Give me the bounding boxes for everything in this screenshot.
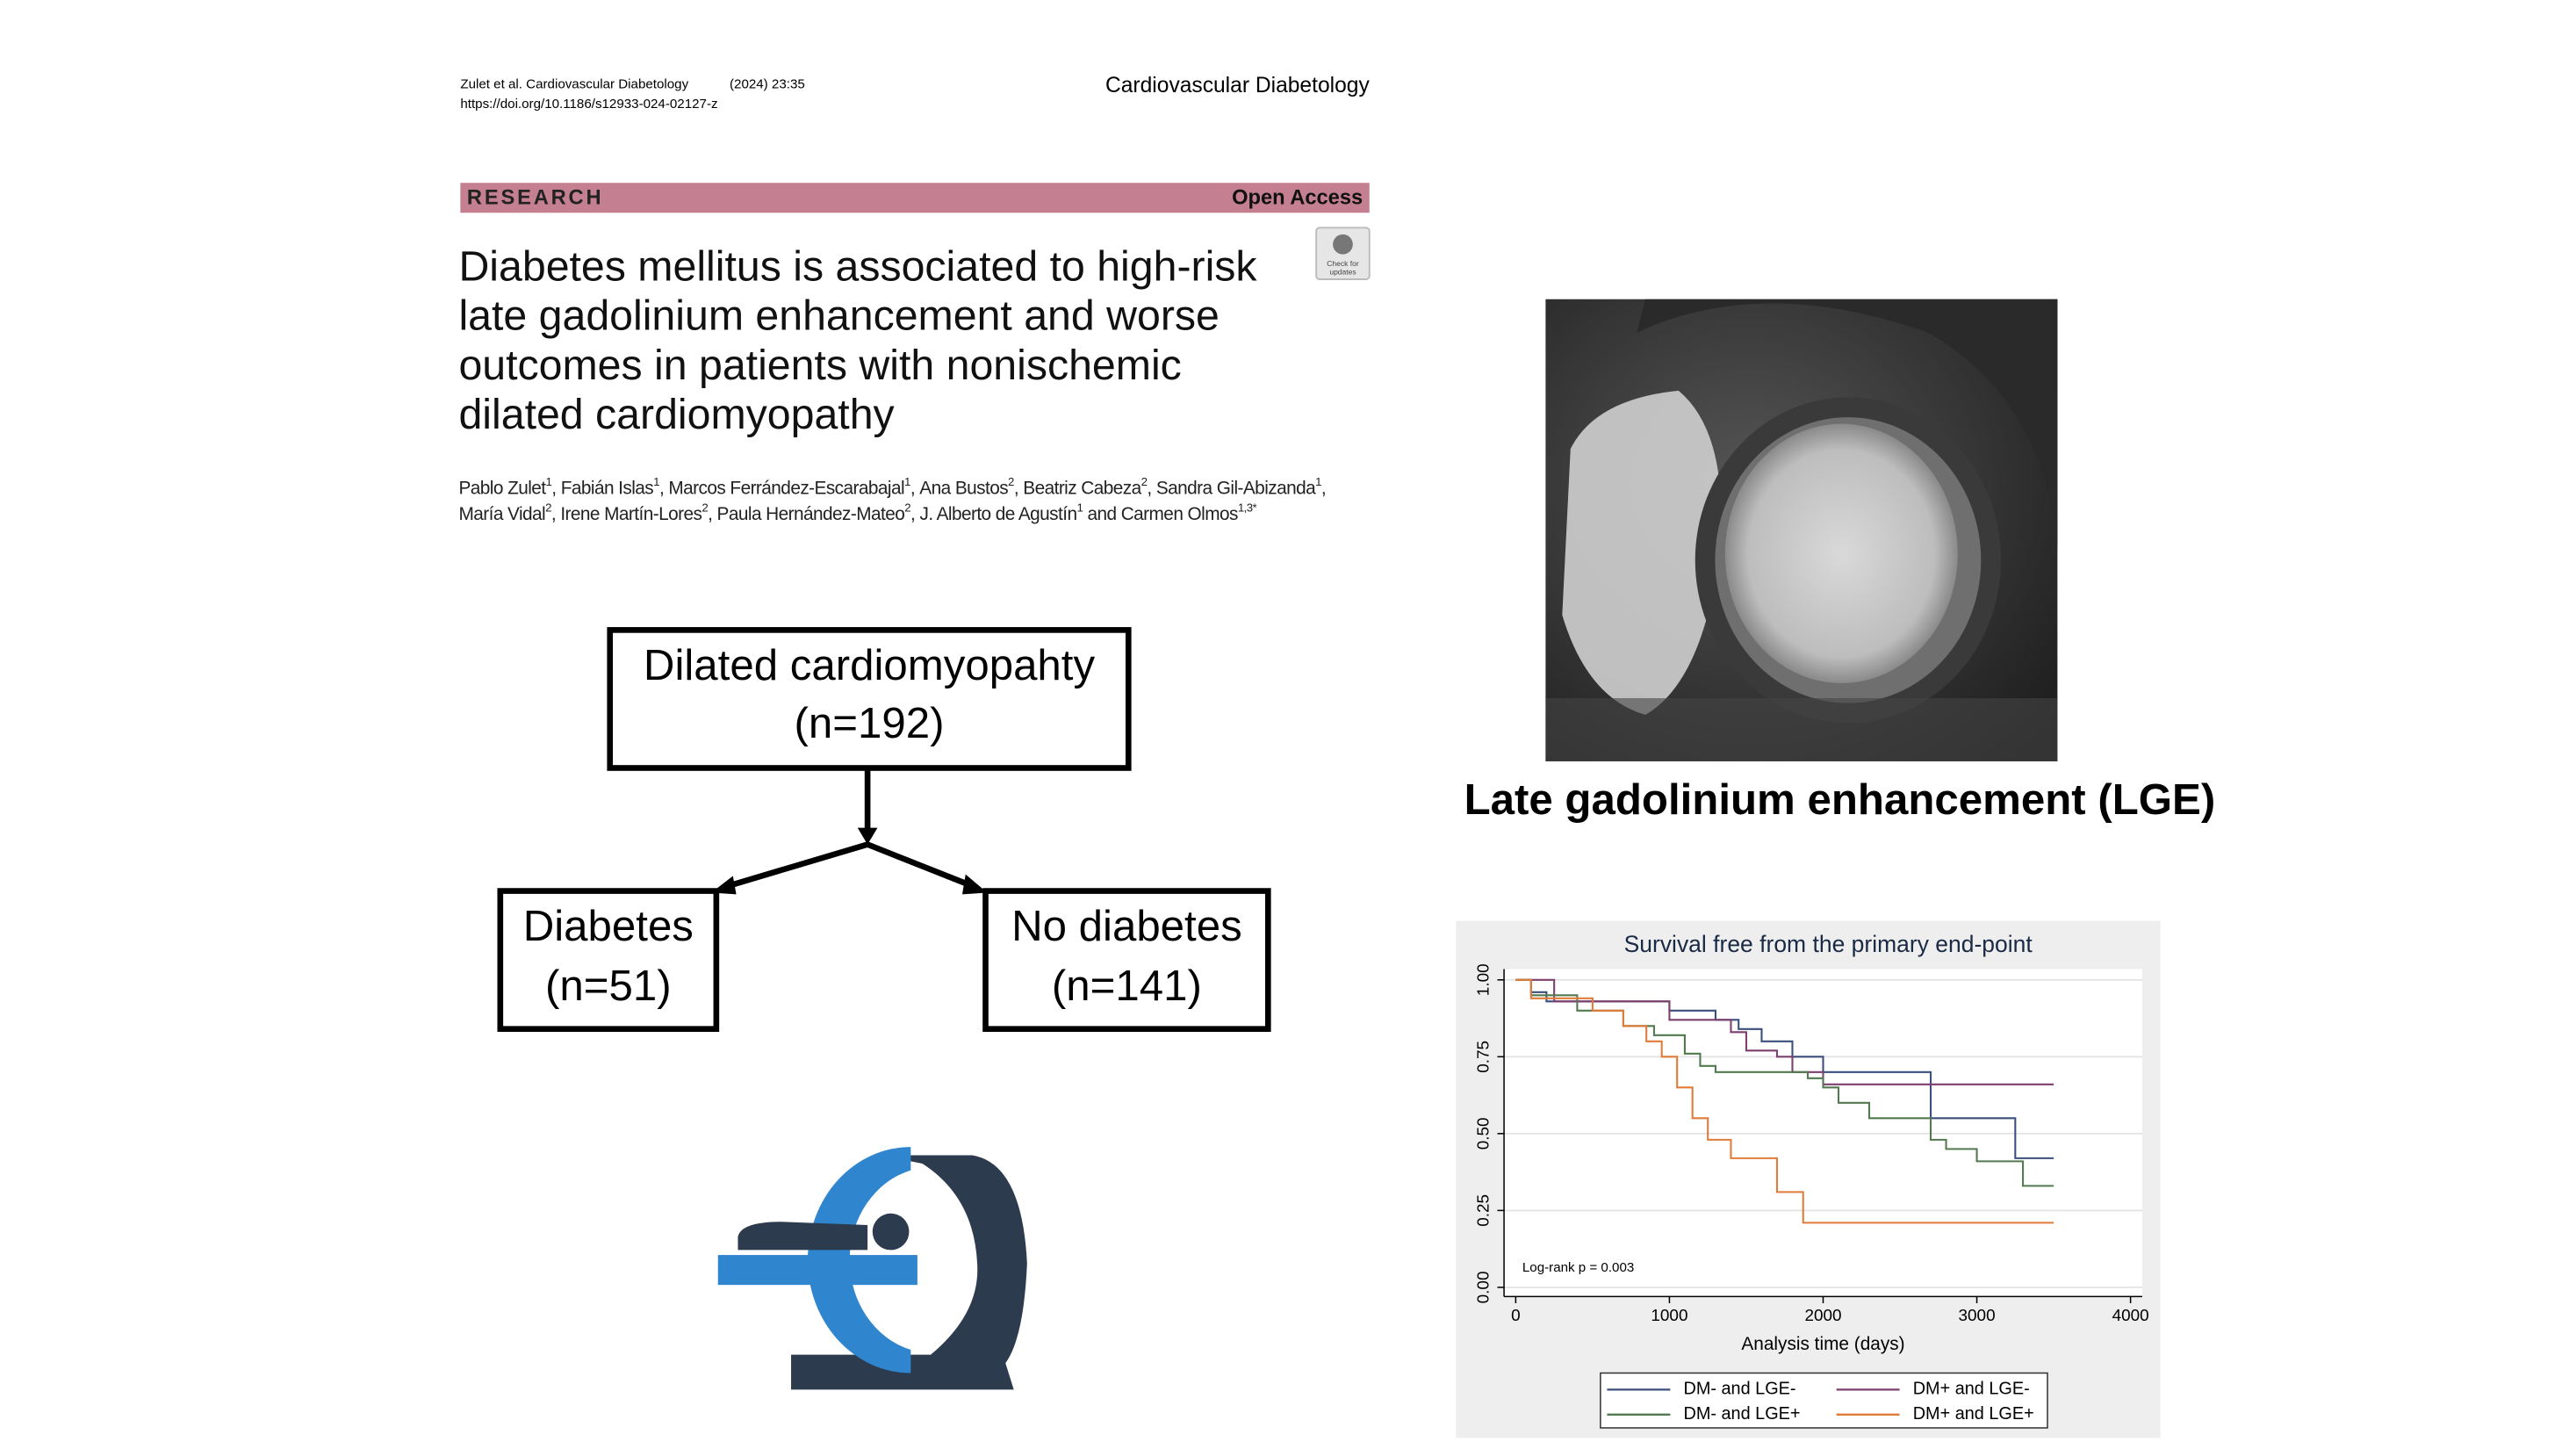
mri-lower bbox=[1545, 697, 2058, 761]
y-tick-label: 0.50 bbox=[1474, 1117, 1493, 1150]
legend-label: DM- and LGE+ bbox=[1683, 1404, 1800, 1424]
patient-head bbox=[872, 1213, 910, 1251]
author-affiliation: 1,3* bbox=[1238, 501, 1257, 514]
chart-title: Survival free from the primary end-point bbox=[1624, 931, 2033, 957]
check-updates-text: updates bbox=[1329, 268, 1356, 277]
flow-box bbox=[497, 888, 720, 1032]
journal-name: Cardiovascular Diabetology bbox=[1105, 74, 1370, 97]
author-separator: , bbox=[1147, 478, 1155, 498]
author-separator: , bbox=[708, 503, 716, 523]
author-name: Marcos Ferrández-Escarabajal bbox=[668, 478, 904, 498]
author-separator: , bbox=[1321, 478, 1326, 498]
mri-lv bbox=[1724, 423, 1958, 683]
author-separator: and bbox=[1083, 503, 1120, 523]
mri-region bbox=[1637, 299, 2058, 549]
patient-body bbox=[738, 1222, 868, 1251]
paper-title: Diabetes mellitus is associated to high-… bbox=[458, 242, 1257, 438]
author-name: Beatriz Cabeza bbox=[1023, 478, 1141, 498]
author-affiliation: 1 bbox=[904, 474, 910, 487]
issue: (2024) 23:35 bbox=[730, 77, 805, 92]
legend-label: DM+ and LGE+ bbox=[1913, 1404, 2034, 1424]
flowchart: Dilated cardiomyopahty (n=192) Diabetes (n=… bbox=[497, 627, 1271, 1032]
author-affiliation: 2 bbox=[702, 501, 708, 514]
author-separator: , bbox=[551, 478, 560, 498]
author-affiliation: 2 bbox=[904, 501, 910, 514]
mri-scanner-icon bbox=[717, 1147, 1027, 1390]
legend-box bbox=[1600, 1372, 2048, 1429]
doi: https://doi.org/10.1186/s12933-024-02127… bbox=[460, 97, 717, 112]
y-tick-label: 1.00 bbox=[1474, 963, 1493, 996]
author-affiliation: 2 bbox=[1008, 474, 1014, 487]
y-tick-label: 0.25 bbox=[1474, 1194, 1493, 1227]
author-name: Irene Martín-Lores bbox=[560, 503, 702, 523]
flow-label: Dilated cardiomyopahty bbox=[644, 641, 1096, 689]
author-affiliation: 1 bbox=[653, 474, 659, 487]
author-name: Carmen Olmos bbox=[1121, 503, 1238, 523]
mri-rv bbox=[1562, 390, 1722, 715]
chart: Survival free from the primary end-point… bbox=[1474, 931, 2149, 1429]
title-line: late gadolinium enhancement and worse bbox=[458, 292, 1219, 340]
arrowhead bbox=[962, 874, 988, 895]
title-line: dilated cardiomyopathy bbox=[458, 391, 895, 438]
x-tick-label: 3000 bbox=[1959, 1307, 1996, 1325]
author-name: Pablo Zulet bbox=[458, 478, 546, 498]
arrowhead bbox=[857, 827, 878, 845]
author-line: María Vidal2, Irene Martín-Lores2, Paula… bbox=[458, 501, 1256, 524]
check-updates-text: Check for bbox=[1327, 259, 1359, 268]
author-name: Sandra Gil-Abizanda bbox=[1156, 478, 1316, 498]
author-name: Paula Hernández-Mateo bbox=[717, 503, 905, 523]
author-line: Pablo Zulet1, Fabián Islas1, Marcos Ferr… bbox=[458, 474, 1326, 498]
citation: Zulet et al. Cardiovascular Diabetology bbox=[460, 77, 688, 92]
survival-curve bbox=[1515, 978, 2054, 1159]
scanner-body bbox=[791, 1155, 1027, 1390]
flow-connector bbox=[727, 841, 869, 890]
survival-curve bbox=[1515, 978, 2054, 1224]
flow-connector bbox=[866, 841, 974, 889]
x-axis-label: Analysis time (days) bbox=[1741, 1334, 1904, 1354]
author-name: Fabián Islas bbox=[561, 478, 654, 498]
author-separator: , bbox=[659, 478, 668, 498]
check-updates-icon bbox=[1333, 234, 1353, 255]
banner-label: RESEARCH bbox=[467, 186, 603, 209]
y-tick-label: 0.75 bbox=[1474, 1041, 1493, 1073]
arrowhead bbox=[711, 876, 737, 895]
banner-access: Open Access bbox=[1232, 186, 1363, 209]
author-separator: , bbox=[910, 503, 919, 523]
author-name: Ana Bustos bbox=[919, 478, 1008, 498]
flow-count: (n=141) bbox=[1052, 962, 1202, 1010]
flow-box bbox=[982, 888, 1271, 1032]
author-name: María Vidal bbox=[458, 503, 545, 523]
flow-count: (n=51) bbox=[545, 962, 672, 1010]
flow-count: (n=192) bbox=[795, 699, 945, 747]
image-caption: Late gadolinium enhancement (LGE) bbox=[1464, 775, 2216, 824]
author-separator: , bbox=[910, 478, 919, 498]
legend-label: DM- and LGE- bbox=[1683, 1380, 1795, 1399]
x-tick-label: 4000 bbox=[2112, 1307, 2149, 1325]
annotation: Log-rank p = 0.003 bbox=[1522, 1260, 1634, 1275]
banner bbox=[460, 183, 1370, 213]
x-tick-label: 0 bbox=[1511, 1307, 1521, 1325]
author-affiliation: 1 bbox=[1315, 474, 1321, 487]
legend-label: DM+ and LGE- bbox=[1913, 1380, 2030, 1399]
scanner-ring bbox=[807, 1147, 911, 1373]
author-affiliation: 2 bbox=[545, 501, 551, 514]
x-tick-label: 1000 bbox=[1651, 1307, 1687, 1325]
flow-label: No diabetes bbox=[1011, 902, 1242, 950]
author-separator: , bbox=[551, 503, 560, 523]
scanner-bed bbox=[717, 1255, 917, 1286]
author-affiliation: 2 bbox=[1141, 474, 1148, 487]
flow-label: Diabetes bbox=[523, 902, 694, 950]
x-tick-label: 2000 bbox=[1804, 1307, 1841, 1325]
mri-image bbox=[1545, 299, 2058, 761]
authors: Pablo Zulet1, Fabián Islas1, Marcos Ferr… bbox=[458, 474, 1326, 523]
author-affiliation: 1 bbox=[546, 474, 552, 487]
y-tick-label: 0.00 bbox=[1474, 1272, 1493, 1304]
author-affiliation: 1 bbox=[1076, 501, 1083, 514]
author-separator: , bbox=[1014, 478, 1023, 498]
title-line: outcomes in patients with nonischemic bbox=[458, 342, 1181, 389]
check-updates[interactable]: Check for updates bbox=[1315, 227, 1371, 280]
author-name: J. Alberto de Agustín bbox=[919, 503, 1076, 523]
title-line: Diabetes mellitus is associated to high-… bbox=[458, 242, 1257, 290]
